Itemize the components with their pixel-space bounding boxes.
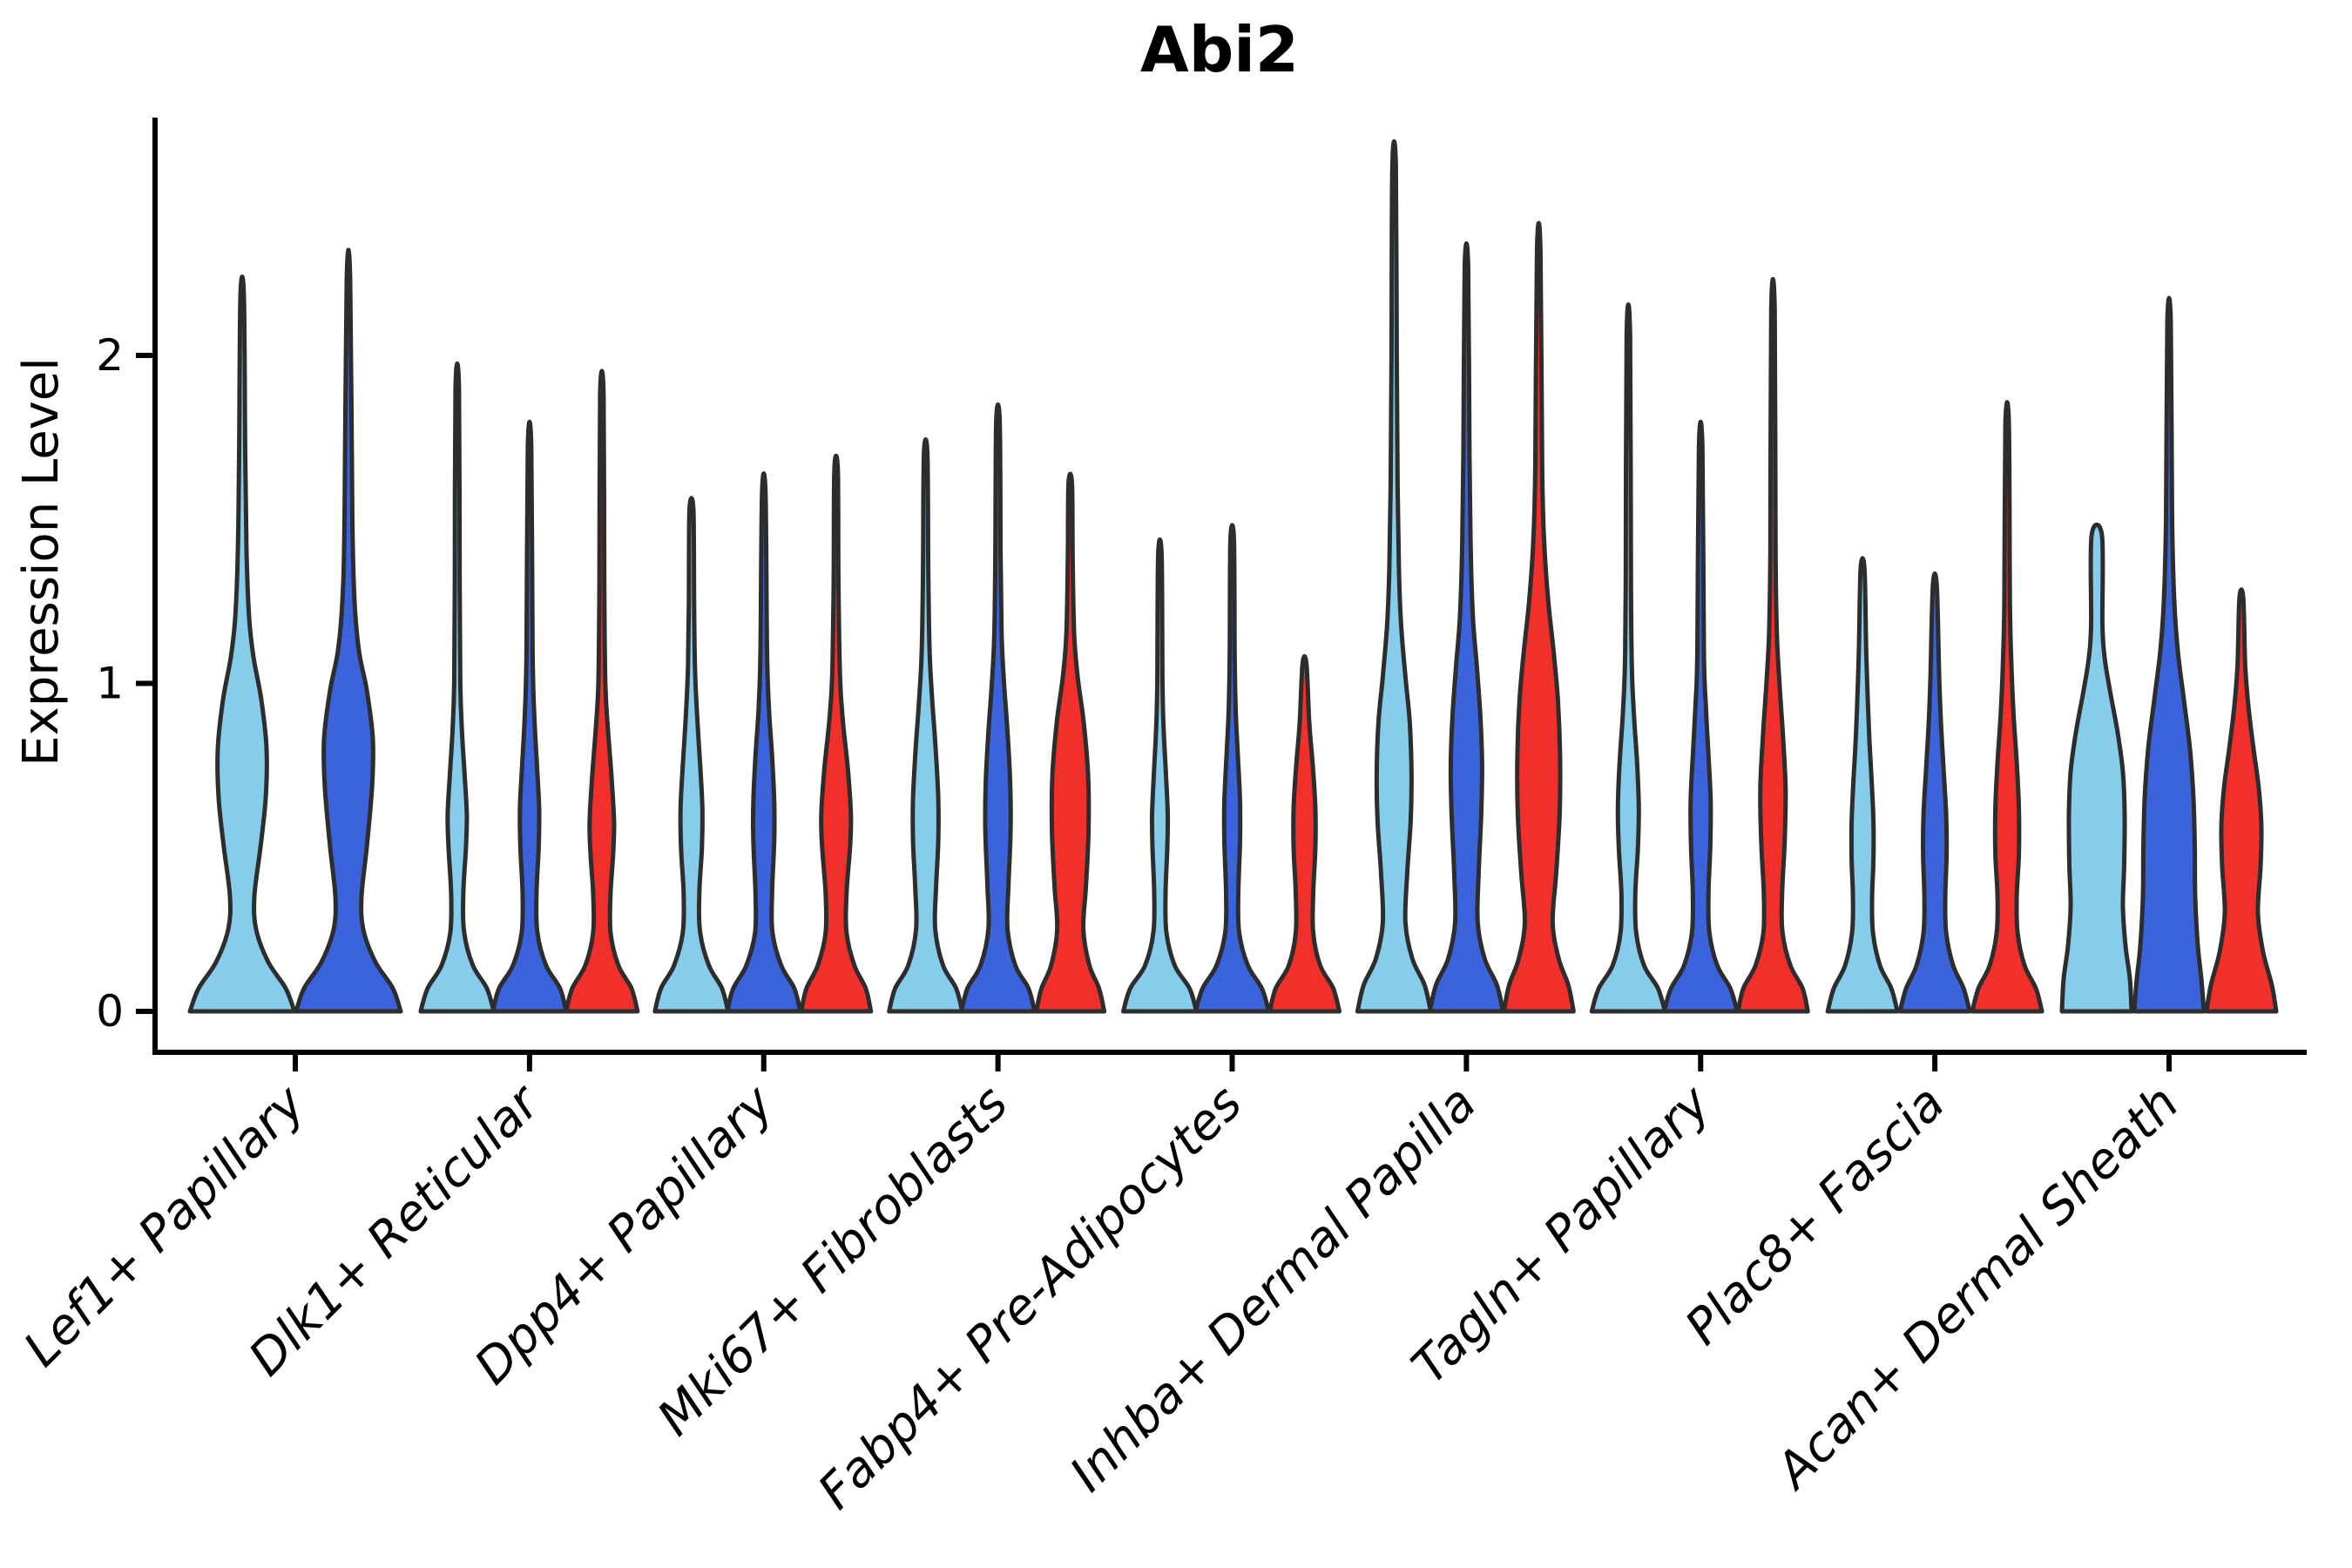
violin-tagln-papillary-s1 [1589, 302, 1667, 1014]
y-axis-label: Expression Level [13, 357, 70, 767]
violin-tagln-papillary-s3 [1735, 277, 1810, 1014]
y-tick-label-2: 2 [96, 330, 124, 381]
violin-fabp4-pre-adipocytes-s1 [1121, 537, 1199, 1014]
y-tick-label-1: 1 [96, 659, 124, 709]
violin-plac8-fascia-s3 [1970, 400, 2044, 1014]
violin-mki67-fibroblasts-s3 [1034, 471, 1107, 1014]
chart-title: Abi2 [1140, 13, 1299, 86]
violin-acan-dermal-sheath-s2 [2132, 295, 2207, 1014]
violin-inhba-dermal-papilla-s1 [1355, 139, 1433, 1014]
violin-dpp4-papillary-s1 [652, 496, 731, 1014]
violin-plac8-fascia-s2 [1897, 571, 1972, 1014]
violin-lef1-papillary-s1 [187, 274, 297, 1014]
violin-fabp4-pre-adipocytes-s2 [1193, 523, 1271, 1014]
violin-dpp4-papillary-s3 [799, 453, 874, 1014]
violin-dlk1-reticular-s2 [490, 420, 569, 1014]
violin-acan-dermal-sheath-s1 [2059, 522, 2134, 1014]
violin-fabp4-pre-adipocytes-s3 [1267, 653, 1342, 1014]
violin-dpp4-papillary-s2 [725, 471, 803, 1014]
violin-inhba-dermal-papilla-s2 [1427, 241, 1505, 1014]
violin-dlk1-reticular-s3 [564, 368, 640, 1014]
x-tick-label-inhba-dermal-papilla: Inhba+ Dermal Papilla [1059, 1075, 1487, 1503]
violins-layer [187, 139, 2279, 1014]
x-tick-label-acan-dermal-sheath: Acan+ Dermal Sheath [1764, 1075, 2190, 1501]
violin-inhba-dermal-papilla-s3 [1501, 220, 1576, 1014]
violin-dlk1-reticular-s1 [418, 362, 497, 1014]
violin-mki67-fibroblasts-s1 [887, 437, 965, 1014]
violin-plac8-fascia-s1 [1825, 556, 1900, 1014]
x-tick-label-fabp4-pre-adipocytes: Fabp4+ Pre-Adipocytes [808, 1075, 1253, 1520]
y-tick-label-0: 0 [96, 986, 124, 1037]
y-axis-ticks: 0 1 2 [96, 330, 155, 1037]
violin-acan-dermal-sheath-s3 [2204, 587, 2279, 1014]
violin-mki67-fibroblasts-s2 [959, 402, 1037, 1014]
axis-spines [152, 118, 2307, 1055]
violin-lef1-papillary-s2 [294, 247, 403, 1014]
violin-tagln-papillary-s2 [1661, 420, 1740, 1014]
